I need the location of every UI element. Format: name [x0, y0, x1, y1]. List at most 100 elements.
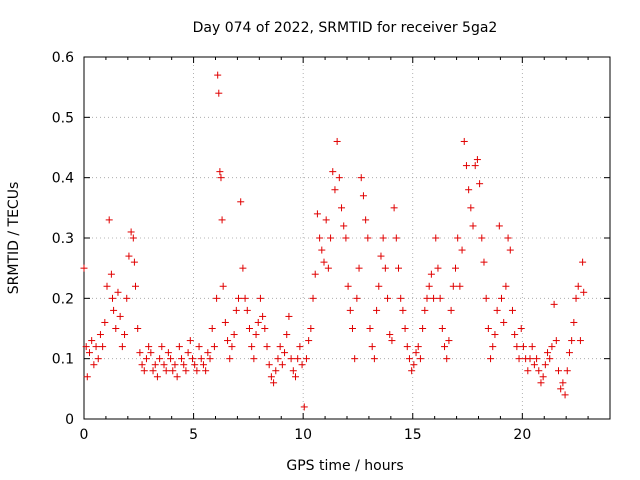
data-point [197, 355, 205, 363]
data-point [412, 349, 420, 357]
data-point [357, 174, 365, 182]
x-tick-label: 10 [294, 427, 312, 443]
data-point [559, 379, 567, 387]
data-point [524, 367, 532, 375]
data-point [469, 222, 477, 230]
data-point [153, 373, 161, 381]
data-point [392, 234, 400, 242]
data-point [403, 343, 411, 351]
data-point [405, 355, 413, 363]
data-point [230, 331, 238, 339]
data-point [118, 343, 126, 351]
data-point [281, 349, 289, 357]
data-point [548, 343, 556, 351]
data-point [425, 282, 433, 290]
data-point [82, 343, 90, 351]
data-point [487, 355, 495, 363]
data-point [276, 343, 284, 351]
data-point [535, 367, 543, 375]
data-point [204, 349, 212, 357]
chart-title: Day 074 of 2022, SRMTID for receiver 5ga… [193, 20, 498, 36]
data-point [324, 264, 332, 272]
data-point [164, 349, 172, 357]
data-point [184, 349, 192, 357]
data-point [462, 162, 470, 170]
data-point [169, 367, 177, 375]
data-point [331, 186, 339, 194]
data-point [381, 264, 389, 272]
data-point [291, 373, 299, 381]
data-point [316, 234, 324, 242]
data-point [338, 204, 346, 212]
data-point [99, 343, 107, 351]
data-point [552, 337, 560, 345]
y-tick-label: 0.5 [52, 110, 74, 126]
data-point [278, 361, 286, 369]
data-point [351, 355, 359, 363]
y-tick-label: 0.3 [52, 231, 74, 247]
data-point [94, 355, 102, 363]
data-point [353, 294, 361, 302]
data-point [489, 343, 497, 351]
grid [84, 57, 610, 419]
data-point [513, 343, 521, 351]
data-point [434, 264, 442, 272]
data-point [221, 318, 229, 326]
data-point [504, 234, 512, 242]
x-tick-label: 20 [513, 427, 531, 443]
y-tick-label: 0 [65, 412, 74, 428]
data-point [140, 367, 148, 375]
data-point [451, 264, 459, 272]
data-point [132, 282, 140, 290]
data-point [530, 361, 538, 369]
data-point [160, 361, 168, 369]
data-point [123, 294, 131, 302]
data-points [80, 71, 588, 411]
data-point [541, 361, 549, 369]
data-point [533, 355, 541, 363]
data-point [423, 294, 431, 302]
data-point [298, 361, 306, 369]
data-point [121, 331, 129, 339]
data-point [318, 246, 326, 254]
data-point [178, 355, 186, 363]
data-point [156, 355, 164, 363]
data-point [344, 282, 352, 290]
data-point [114, 288, 122, 296]
data-point [224, 337, 232, 345]
data-point [243, 306, 251, 314]
x-tick-label: 5 [189, 427, 198, 443]
data-point [125, 252, 133, 260]
data-point [263, 343, 271, 351]
data-point [300, 403, 308, 411]
data-point [215, 89, 223, 97]
data-point [151, 361, 159, 369]
data-point [208, 325, 216, 332]
data-point [495, 222, 503, 230]
data-point [136, 349, 144, 357]
data-point [195, 343, 203, 351]
data-point [245, 325, 253, 332]
data-point [473, 156, 481, 164]
data-point [237, 198, 245, 206]
data-point [399, 306, 407, 314]
data-point [130, 258, 138, 266]
data-point [388, 337, 396, 345]
y-axis-ticks: 0 0.1 0.2 0.3 0.4 0.5 0.6 [52, 50, 610, 428]
data-point [96, 331, 104, 339]
data-point [216, 168, 224, 176]
data-point [465, 186, 473, 194]
data-point [484, 325, 492, 332]
data-point [454, 234, 462, 242]
data-point [449, 282, 457, 290]
data-point [460, 137, 468, 145]
data-point [445, 337, 453, 345]
data-point [218, 216, 226, 224]
data-point [511, 331, 519, 339]
data-point [261, 325, 269, 332]
data-point [348, 325, 356, 332]
data-point [480, 258, 488, 266]
data-point [554, 367, 562, 375]
data-point [116, 312, 124, 320]
data-point [377, 252, 385, 260]
